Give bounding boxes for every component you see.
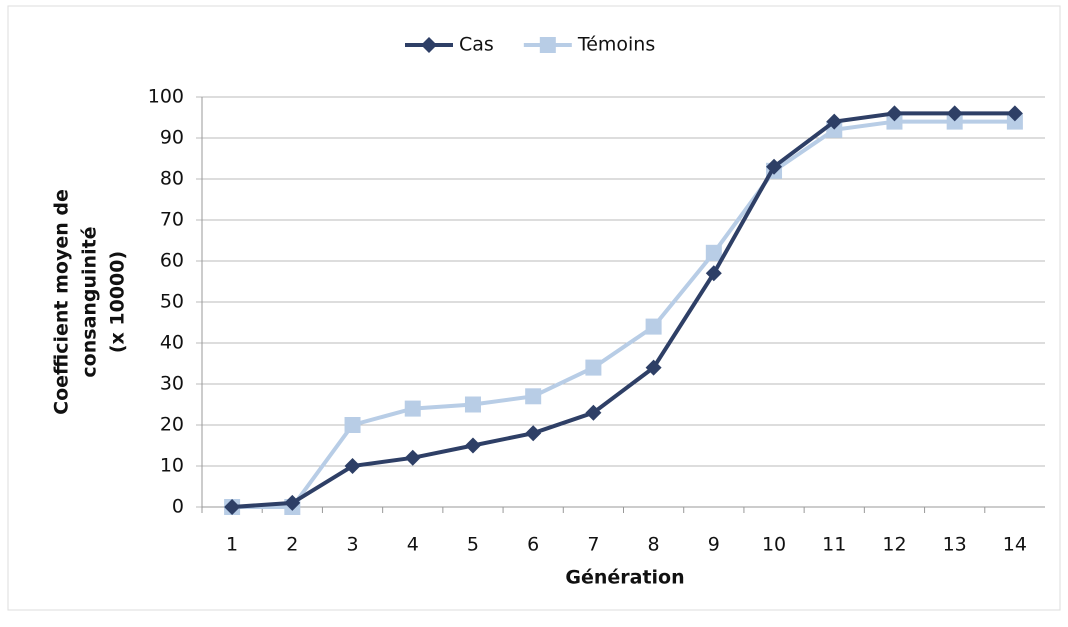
y-tick-label: 100 [148, 86, 184, 108]
marker [826, 113, 843, 130]
x-tick-label: 10 [762, 534, 786, 556]
y-tick-label: 0 [172, 496, 184, 518]
marker [1006, 113, 1023, 130]
marker [539, 37, 556, 53]
y-axis-label-line: consanguinité [79, 226, 101, 377]
y-tick-label: 30 [160, 373, 184, 395]
x-tick-label: 5 [467, 534, 479, 556]
marker [344, 417, 361, 433]
x-tick-label: 14 [1003, 534, 1027, 556]
x-tick-label: 3 [346, 534, 358, 556]
y-tick-label: 60 [160, 250, 184, 272]
marker [525, 388, 542, 405]
x-tick-label: 8 [648, 534, 660, 556]
x-tick-label: 11 [822, 534, 846, 556]
y-axis-label-line: Coefficient moyen de [51, 189, 73, 415]
marker [886, 105, 903, 122]
marker [946, 113, 963, 130]
marker [464, 396, 481, 413]
marker [705, 265, 722, 282]
x-tick-label: 13 [943, 534, 967, 556]
y-tick-label: 20 [160, 414, 184, 436]
x-tick-label: 7 [587, 534, 599, 556]
x-tick-label: 4 [407, 534, 419, 556]
y-tick-label: 90 [160, 127, 184, 149]
marker [645, 359, 662, 376]
x-axis-label: Génération [565, 567, 684, 589]
marker [585, 359, 602, 376]
y-tick-label: 80 [160, 168, 184, 190]
marker [404, 449, 421, 466]
marker [421, 37, 437, 53]
marker [766, 158, 783, 175]
y-axis-label: Coefficient moyen de consanguinité (x 10… [51, 189, 129, 415]
y-axis-label-line: (x 10000) [107, 251, 129, 353]
legend-label: Cas [459, 34, 494, 56]
x-tick-label: 2 [286, 534, 298, 556]
marker [1006, 105, 1023, 122]
legend-label: Témoins [577, 34, 655, 56]
series [224, 105, 1023, 515]
y-tick-label: 50 [160, 291, 184, 313]
y-tick-label: 40 [160, 332, 184, 354]
line [231, 111, 1015, 509]
x-tick-label: 12 [882, 534, 906, 556]
y-tick-label: 10 [160, 455, 184, 477]
y-tick-label: 70 [160, 209, 184, 231]
x-tick-label: 6 [527, 534, 539, 556]
x-tick-label: 9 [708, 534, 720, 556]
marker [946, 105, 963, 122]
x-tick-label: 1 [226, 534, 238, 556]
marker [344, 458, 361, 474]
marker [404, 400, 421, 417]
marker [224, 499, 241, 515]
marker [284, 494, 301, 511]
marker [525, 425, 542, 442]
marker [645, 318, 662, 335]
chart-frame [7, 5, 1061, 611]
line [232, 119, 1015, 509]
marker [886, 113, 903, 130]
marker [464, 437, 481, 454]
marker [705, 244, 722, 261]
marker [585, 404, 602, 421]
